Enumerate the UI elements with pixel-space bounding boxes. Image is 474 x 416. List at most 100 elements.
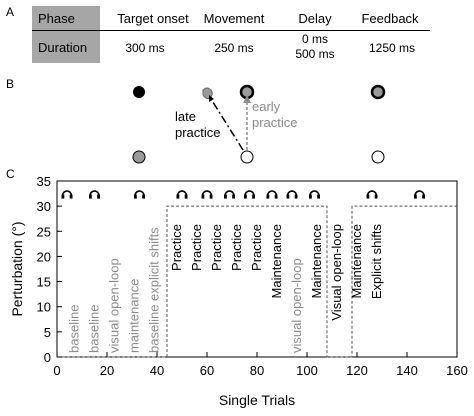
panel-b-letter: B — [6, 77, 14, 91]
delay-duration-2: 500 ms — [295, 47, 334, 61]
headphones-icon — [176, 190, 188, 196]
headphones-icon — [309, 190, 320, 196]
headphones-icon — [266, 190, 278, 196]
start-left-gray — [132, 150, 146, 164]
headphones-icon-left-cup — [266, 194, 270, 199]
block-label: visual open-loop — [107, 258, 122, 353]
block-label: Practice — [229, 224, 244, 271]
headphones-icon — [61, 190, 73, 196]
headphones-icon-right-cup — [252, 194, 255, 199]
block-label: Practice — [169, 224, 184, 271]
headphones-icon — [244, 190, 255, 196]
x-tick-label: 0 — [53, 363, 60, 378]
headphones-icon — [366, 190, 378, 196]
perturbation-line — [62, 205, 457, 358]
headphones-icon-left-cup — [244, 194, 247, 199]
y-tick-label: 35 — [37, 174, 51, 189]
headphones-icon — [224, 190, 235, 196]
x-tick-label: 100 — [296, 363, 318, 378]
headphones-icon-left-cup — [61, 194, 65, 199]
headphones-icon-left-cup — [286, 194, 290, 199]
target-onset-label: Target onset — [117, 11, 189, 26]
headphones-icon — [414, 190, 425, 196]
start-right — [371, 150, 385, 164]
headphones-icon-right-cup — [374, 194, 378, 199]
headphones-icon-right-cup — [142, 194, 145, 199]
feedback-label: Feedback — [361, 11, 419, 26]
headphones-icon — [89, 190, 100, 196]
movement-duration: 250 ms — [214, 41, 253, 55]
y-tick-label: 0 — [44, 350, 51, 365]
late-practice-arrowhead — [209, 95, 214, 102]
block-label: visual open-loop — [289, 258, 304, 353]
headphones-icon-right-cup — [209, 194, 213, 199]
duration-label: Duration — [38, 40, 87, 55]
headphones-icon — [201, 190, 213, 196]
headphones-icon-right-cup — [97, 194, 100, 199]
headphones-icon — [286, 190, 298, 196]
headphones-icon-left-cup — [134, 194, 137, 199]
headphones-icon-right-cup — [232, 194, 235, 199]
duration-header-cell — [32, 31, 100, 63]
start-middle — [240, 150, 254, 164]
y-axis-label: Perturbation (°) — [9, 221, 25, 316]
early-label-2: practice — [252, 115, 298, 130]
headphones-icon-left-cup — [366, 194, 370, 199]
block-label: Maintenance — [349, 224, 364, 298]
late-label-1: late — [175, 109, 196, 124]
late-practice-arrow — [210, 98, 244, 151]
x-tick-label: 160 — [446, 363, 468, 378]
headphones-icon-left-cup — [224, 194, 227, 199]
phase-header-cell — [32, 6, 100, 30]
headphones-icon-left-cup — [89, 194, 92, 199]
x-tick-label: 80 — [250, 363, 264, 378]
headphones-icon-left-cup — [309, 194, 312, 199]
perturbation-chart: 0 5 10 15 20 25 30 35 0 20 40 60 80 100 120 140 160 Singl… — [9, 174, 468, 408]
headphones-icon-right-cup — [274, 194, 278, 199]
block-label: Practice — [209, 224, 224, 271]
block-label: Practice — [249, 224, 264, 271]
target-left-black — [133, 86, 145, 98]
headphones-icon-left-cup — [414, 194, 417, 199]
block-label: baseline — [67, 305, 82, 353]
headphones-icon-left-cup — [201, 194, 205, 199]
y-tick-label: 25 — [37, 224, 51, 239]
headphones-icon-right-cup — [184, 194, 188, 199]
headphones-icon-left-cup — [176, 194, 180, 199]
y-tick-label: 30 — [37, 199, 51, 214]
movement-label: Movement — [204, 11, 265, 26]
headphones-icon-right-cup — [69, 194, 73, 199]
block-label: Explicit shifts — [369, 224, 384, 300]
headphones-icon-right-cup — [422, 194, 425, 199]
x-tick-label: 140 — [396, 363, 418, 378]
x-tick-label: 60 — [200, 363, 214, 378]
block-label: baseline explicit shifts — [147, 227, 162, 353]
block-label: maintenance — [127, 279, 142, 353]
block-label: baseline — [87, 305, 102, 353]
early-label-1: early — [252, 99, 281, 114]
block-label: Practice — [189, 224, 204, 271]
headphones-icon-right-cup — [317, 194, 320, 199]
phase-label: Phase — [38, 11, 75, 26]
late-label-2: practice — [175, 125, 221, 140]
y-tick-label: 10 — [37, 300, 51, 315]
panel-c-letter: C — [6, 167, 15, 181]
target-right — [370, 84, 386, 100]
headphones-icon-right-cup — [294, 194, 298, 199]
feedback-duration: 1250 ms — [369, 41, 415, 55]
delay-duration-1: 0 ms — [302, 32, 328, 46]
x-tick-label: 120 — [346, 363, 368, 378]
block-label: Maintenance — [309, 224, 324, 298]
panel-a-letter: A — [6, 5, 14, 19]
x-axis-label: Single Trials — [219, 392, 295, 408]
delay-label: Delay — [298, 11, 332, 26]
target-onset-duration: 300 ms — [125, 41, 164, 55]
headphones-icon — [134, 190, 145, 196]
block-label: Maintenance — [269, 224, 284, 298]
y-tick-label: 20 — [37, 249, 51, 264]
x-tick-label: 40 — [150, 363, 164, 378]
block-label: Visual open-loop — [329, 224, 344, 321]
y-tick-label: 15 — [37, 275, 51, 290]
